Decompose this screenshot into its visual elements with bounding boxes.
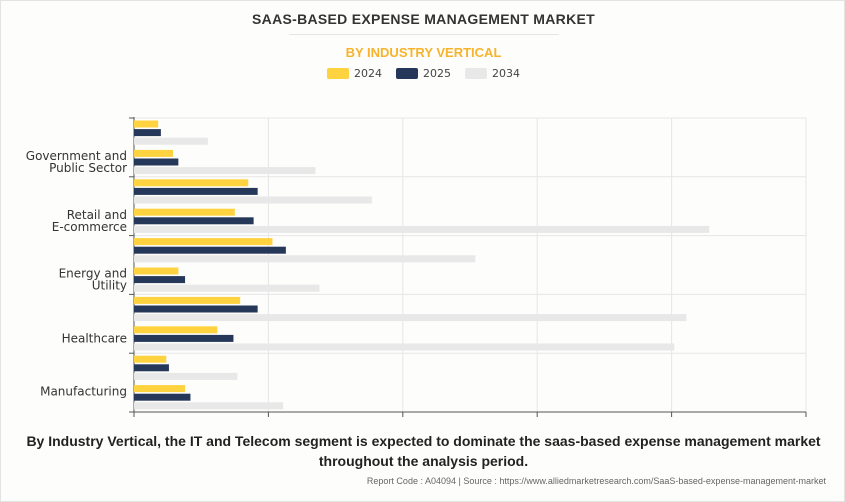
bar-2034 <box>134 167 316 175</box>
chart-title: SAAS-BASED EXPENSE MANAGEMENT MARKET <box>252 11 595 27</box>
category-label: Government and Public Sector <box>26 149 127 175</box>
category-label: Healthcare <box>62 332 127 346</box>
category-label: Retail and E-commerce <box>52 208 127 234</box>
bar-2024 <box>134 326 218 334</box>
source-note: Report Code : A04094 | Source : https://… <box>366 476 826 486</box>
bar-2034 <box>134 255 476 263</box>
bar-2025 <box>134 129 161 137</box>
bar-2025 <box>134 217 254 225</box>
bar-2024 <box>134 149 173 157</box>
bar-2024 <box>134 208 235 216</box>
bar-2034 <box>134 225 710 233</box>
legend-label-2034: 2034 <box>492 67 520 80</box>
legend-swatch-2025 <box>396 68 418 79</box>
bar-2024 <box>134 267 179 275</box>
bar-2025 <box>134 158 179 166</box>
bar-2025 <box>134 334 234 342</box>
category-label: Energy and Utility <box>59 267 127 293</box>
bar-2034 <box>134 372 238 380</box>
title-divider <box>289 34 559 35</box>
legend-item-2034[interactable]: 2034 <box>465 67 520 80</box>
legend-label-2025: 2025 <box>423 67 451 80</box>
legend-swatch-2024 <box>327 68 349 79</box>
chart-subtitle: BY INDUSTRY VERTICAL <box>345 45 502 60</box>
legend-label-2024: 2024 <box>354 67 382 80</box>
chart-caption: By Industry Vertical, the IT and Telecom… <box>26 433 821 469</box>
bar-2024 <box>134 120 159 128</box>
bar-2025 <box>134 364 169 372</box>
category-label: Manufacturing <box>40 384 127 398</box>
bar-2025 <box>134 276 186 284</box>
legend-swatch-2034 <box>465 68 487 79</box>
bar-2024 <box>134 385 186 393</box>
bar-2034 <box>134 284 320 292</box>
bar-2025 <box>134 246 286 254</box>
bar-2025 <box>134 305 258 313</box>
bar-chart-plot: Government and Public Sector Retail and E-c… <box>26 117 807 417</box>
bar-2024 <box>134 355 167 363</box>
legend-item-2025[interactable]: 2025 <box>396 67 451 80</box>
bar-2034 <box>134 196 372 204</box>
bar-2024 <box>134 296 241 304</box>
bar-2034 <box>134 314 687 322</box>
bar-2034 <box>134 343 675 351</box>
legend: 2024 2025 2034 <box>1 67 844 80</box>
bar-2034 <box>134 402 284 410</box>
bar-2024 <box>134 179 249 187</box>
bar-2025 <box>134 393 191 401</box>
bar-2024 <box>134 238 273 246</box>
bar-2025 <box>134 187 258 195</box>
bar-2034 <box>134 137 208 145</box>
legend-item-2024[interactable]: 2024 <box>327 67 382 80</box>
